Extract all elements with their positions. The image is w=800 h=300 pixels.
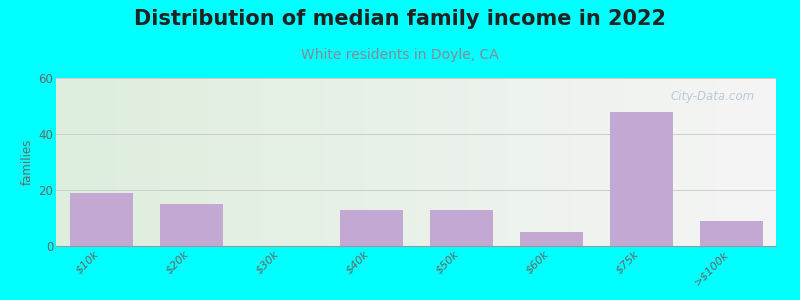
Bar [610, 112, 673, 246]
Bar [159, 204, 222, 246]
Y-axis label: families: families [21, 139, 34, 185]
Text: City-Data.com: City-Data.com [670, 90, 754, 103]
Text: White residents in Doyle, CA: White residents in Doyle, CA [301, 48, 499, 62]
Text: Distribution of median family income in 2022: Distribution of median family income in … [134, 9, 666, 29]
Bar [430, 210, 493, 246]
Bar [519, 232, 582, 246]
Bar [70, 193, 133, 246]
Bar [339, 210, 402, 246]
Bar [699, 221, 762, 246]
